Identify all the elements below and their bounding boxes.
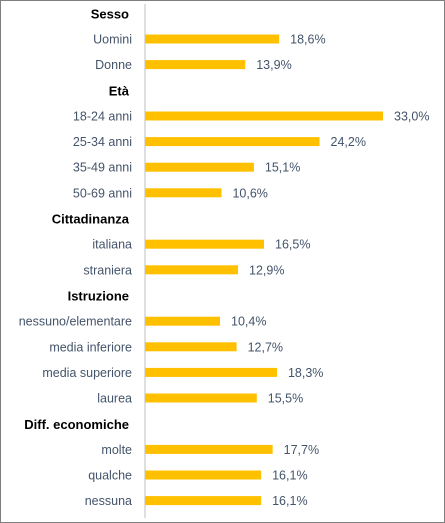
value-label: 18,3% <box>288 366 323 380</box>
group-label: Diff. economiche <box>24 417 129 432</box>
bar <box>145 265 239 275</box>
value-label: 12,9% <box>249 263 284 277</box>
bar <box>145 137 320 147</box>
category-label: laurea <box>97 392 132 406</box>
bar <box>145 239 264 249</box>
bar <box>145 162 254 172</box>
value-label: 16,5% <box>275 238 310 252</box>
category-label: qualche <box>88 469 132 483</box>
value-label: 18,6% <box>290 33 325 47</box>
category-label: 50-69 anni <box>73 186 132 200</box>
bar <box>145 316 221 326</box>
category-label: 18-24 anni <box>73 110 132 124</box>
bar <box>145 470 262 480</box>
category-label: nessuno/elementare <box>19 315 132 329</box>
category-label: molte <box>101 443 132 457</box>
value-label: 16,1% <box>272 469 307 483</box>
bar <box>145 393 257 403</box>
value-label: 10,4% <box>231 315 266 329</box>
category-label: straniera <box>83 263 132 277</box>
bar <box>145 111 383 121</box>
group-label: Sesso <box>91 7 129 22</box>
group-label: Cittadinanza <box>52 212 130 227</box>
bar <box>145 496 262 506</box>
bar <box>145 444 273 454</box>
category-label: 35-49 anni <box>73 161 132 175</box>
category-label: 25-34 anni <box>73 135 132 149</box>
value-label: 15,1% <box>265 161 300 175</box>
category-label: nessuna <box>85 494 132 508</box>
category-label: media superiore <box>42 366 132 380</box>
value-label: 10,6% <box>232 186 267 200</box>
value-label: 16,1% <box>272 494 307 508</box>
group-label: Istruzione <box>68 289 129 304</box>
bar <box>145 367 277 377</box>
value-label: 12,7% <box>248 340 283 354</box>
category-label: Uomini <box>93 33 132 47</box>
value-label: 24,2% <box>331 135 366 149</box>
category-label: media inferiore <box>49 340 132 354</box>
bar <box>145 342 237 352</box>
category-label: Donne <box>95 58 132 72</box>
bar <box>145 188 222 198</box>
bar <box>145 60 246 70</box>
value-label: 15,5% <box>268 392 303 406</box>
value-label: 17,7% <box>284 443 319 457</box>
value-label: 13,9% <box>256 58 291 72</box>
group-label: Età <box>109 84 130 99</box>
bar <box>145 34 280 44</box>
value-label: 33,0% <box>394 110 429 124</box>
category-label: italiana <box>92 238 132 252</box>
